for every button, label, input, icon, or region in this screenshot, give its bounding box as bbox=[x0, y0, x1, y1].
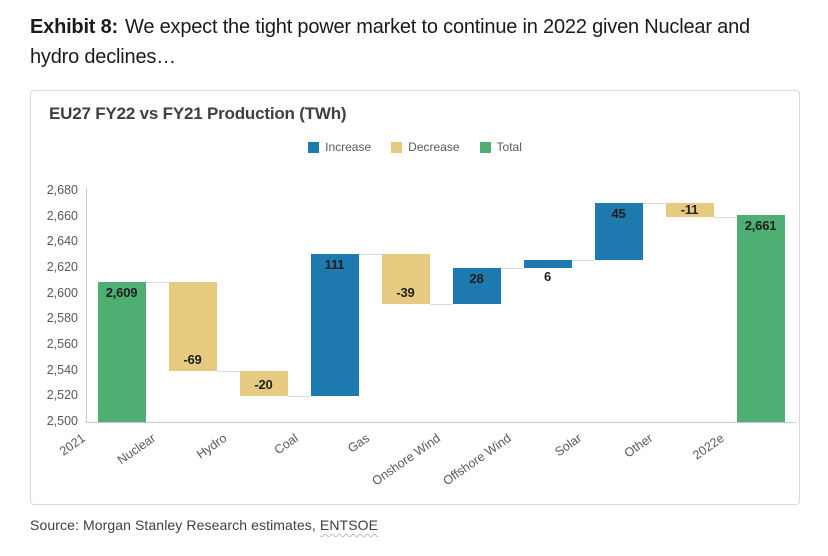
x-axis-line bbox=[86, 422, 796, 423]
legend-swatch-increase bbox=[308, 141, 320, 153]
source-note: Source: Morgan Stanley Research estimate… bbox=[30, 517, 378, 533]
source-entsoe: ENTSOE bbox=[319, 517, 379, 533]
y-axis-tick-label: 2,580 bbox=[46, 311, 78, 326]
x-axis-label-hydro: Hydro bbox=[194, 431, 230, 462]
legend-item-decrease: Decrease bbox=[391, 140, 460, 154]
value-label-onshore-wind: 28 bbox=[469, 271, 484, 286]
chart-legend: Increase Decrease Total bbox=[31, 140, 799, 154]
legend-label-total: Total bbox=[496, 140, 522, 154]
connector-line bbox=[358, 253, 382, 255]
connector-line bbox=[713, 216, 737, 218]
connector-line bbox=[145, 282, 169, 284]
x-axis-label-solar: Solar bbox=[552, 431, 585, 460]
x-axis-label-offshore-wind: Offshore Wind bbox=[440, 431, 514, 489]
bar-nuclear bbox=[168, 282, 217, 371]
source-text: Source: Morgan Stanley Research estimate… bbox=[30, 517, 320, 533]
y-axis-tick-label: 2,520 bbox=[46, 388, 78, 403]
value-label-gas: -39 bbox=[396, 284, 415, 300]
legend-label-decrease: Decrease bbox=[408, 140, 460, 154]
chart-card: EU27 FY22 vs FY21 Production (TWh) Incre… bbox=[30, 90, 800, 505]
legend-item-increase: Increase bbox=[308, 140, 371, 154]
value-label-solar: 45 bbox=[611, 205, 626, 221]
x-axis-label-gas: Gas bbox=[344, 431, 372, 456]
bar-other bbox=[665, 202, 714, 217]
bar-gas bbox=[381, 253, 430, 304]
y-axis-tick-label: 2,660 bbox=[46, 208, 78, 223]
bar-hydro bbox=[239, 370, 288, 397]
y-axis-tick-label: 2,640 bbox=[46, 234, 78, 249]
value-label-offshore-wind: 6 bbox=[543, 269, 552, 284]
y-axis-tick-label: 2,680 bbox=[46, 183, 78, 197]
chart-title: EU27 FY22 vs FY21 Production (TWh) bbox=[49, 104, 347, 123]
bar-2021 bbox=[97, 282, 146, 422]
bar-2022e bbox=[736, 215, 785, 422]
x-axis-label-nuclear: Nuclear bbox=[115, 431, 159, 468]
value-label-2022e: 2,661 bbox=[744, 218, 777, 234]
legend-swatch-decrease bbox=[391, 141, 403, 153]
x-axis-label-other: Other bbox=[621, 431, 656, 461]
x-axis-label-2021: 2021 bbox=[56, 431, 88, 459]
connector-line bbox=[642, 202, 666, 204]
value-label-nuclear: -69 bbox=[183, 351, 202, 367]
legend-label-increase: Increase bbox=[325, 140, 372, 154]
connector-line bbox=[287, 396, 311, 398]
exhibit-heading: Exhibit 8: We expect the tight power mark… bbox=[30, 12, 778, 72]
y-axis-tick-label: 2,500 bbox=[46, 414, 78, 428]
bar-offshore-wind bbox=[523, 260, 572, 268]
x-axis-label-onshore-wind: Onshore Wind bbox=[369, 431, 443, 489]
value-label-coal: 111 bbox=[324, 256, 345, 272]
legend-swatch-total bbox=[479, 141, 491, 153]
value-label-other: -11 bbox=[680, 201, 699, 217]
waterfall-chart: 2,500 2,520 2,540 2,560 2,580 2,600 2,620 2,640… bbox=[31, 91, 799, 504]
bar-solar bbox=[594, 202, 643, 261]
value-label-2021: 2,609 bbox=[105, 285, 138, 301]
legend-item-total: Total bbox=[479, 140, 522, 154]
y-axis-tick-label: 2,600 bbox=[46, 285, 78, 300]
connector-line bbox=[571, 260, 595, 262]
connector-line bbox=[216, 370, 240, 372]
exhibit-number: Exhibit 8: bbox=[30, 16, 119, 38]
y-axis-tick-label: 2,560 bbox=[46, 337, 78, 351]
y-axis-tick-label: 2,620 bbox=[46, 260, 78, 274]
connector-line bbox=[500, 268, 524, 269]
x-axis-label-2022e: 2022e bbox=[690, 431, 727, 463]
bar-coal bbox=[310, 253, 359, 397]
value-label-hydro: -20 bbox=[254, 377, 273, 393]
exhibit-title-text: We expect the tight power market to cont… bbox=[30, 16, 750, 68]
connector-line bbox=[429, 303, 453, 305]
y-axis-line bbox=[86, 188, 87, 423]
bar-onshore-wind bbox=[452, 268, 501, 304]
y-axis-tick-label: 2,540 bbox=[46, 362, 78, 377]
x-axis-label-coal: Coal bbox=[271, 431, 301, 458]
